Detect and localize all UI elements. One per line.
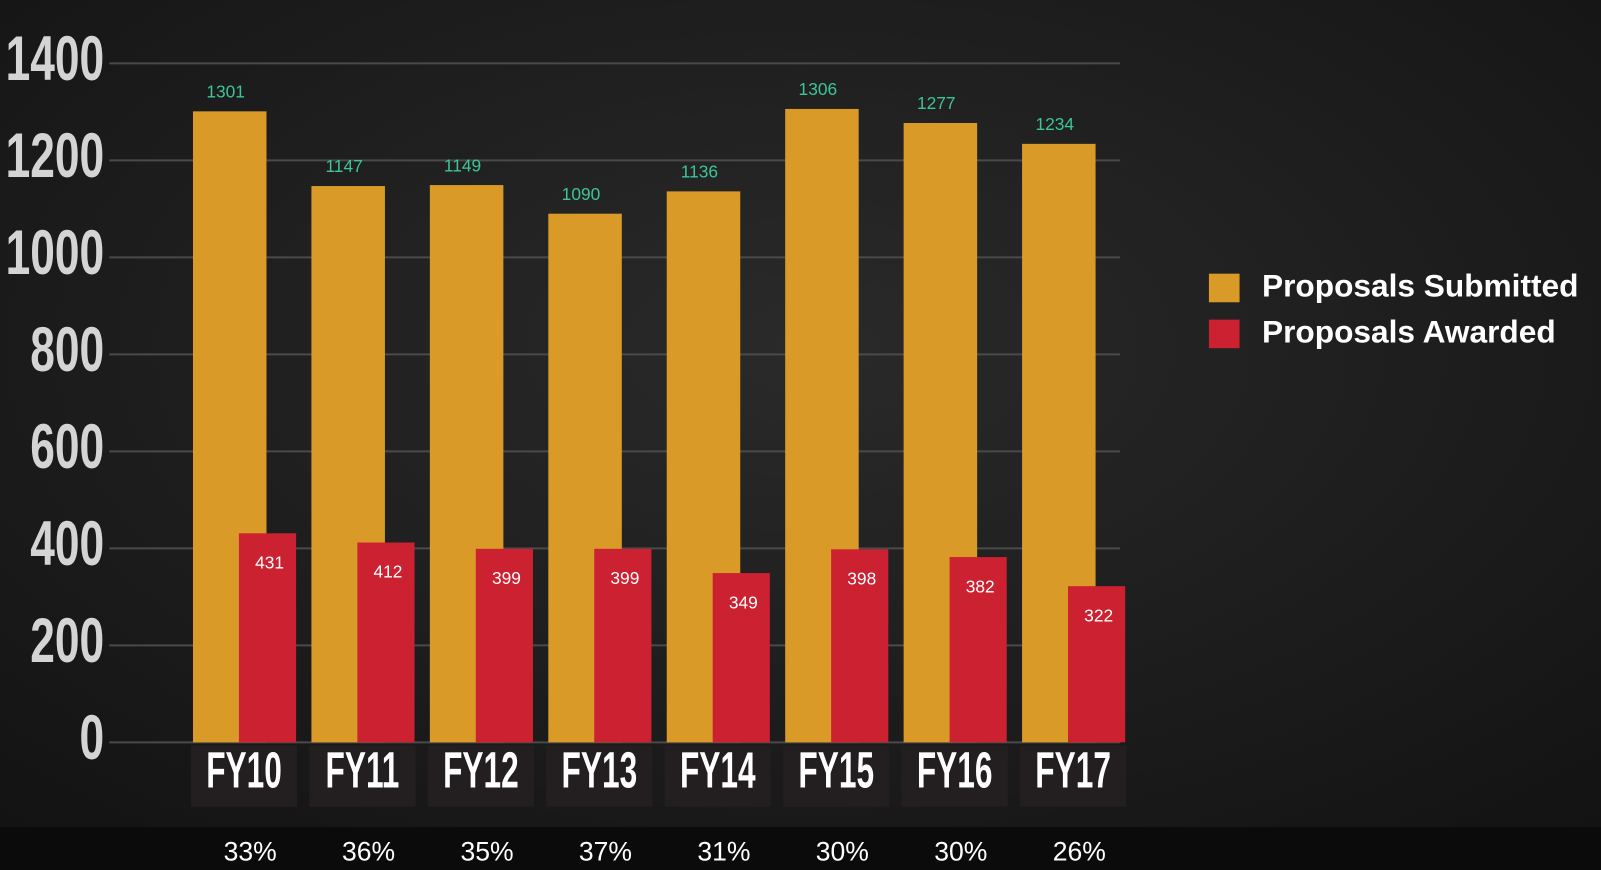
y-tick-label: 400 bbox=[30, 508, 104, 579]
y-tick-label: 1200 bbox=[6, 120, 105, 191]
category-box bbox=[546, 745, 653, 807]
value-label: 412 bbox=[374, 562, 403, 582]
y-tick-label: 1000 bbox=[6, 217, 105, 288]
x-tick-label: FY16 bbox=[917, 742, 993, 798]
bar bbox=[1068, 586, 1126, 743]
y-tick-label: 800 bbox=[30, 314, 104, 385]
x-tick-label: FY14 bbox=[680, 742, 756, 798]
value-label: 1149 bbox=[444, 155, 481, 175]
value-label: 382 bbox=[966, 576, 995, 596]
legend-label: Proposals Submitted bbox=[1262, 267, 1578, 303]
rate-label: 37% bbox=[579, 837, 632, 867]
rate-label: 30% bbox=[934, 837, 987, 867]
y-tick-label: 600 bbox=[30, 411, 104, 482]
value-label: 1234 bbox=[1035, 114, 1074, 134]
value-label: 1277 bbox=[917, 93, 956, 113]
x-tick-label: FY10 bbox=[206, 742, 282, 798]
bar bbox=[475, 548, 533, 743]
y-tick-label: 200 bbox=[30, 605, 104, 676]
rate-label: 30% bbox=[816, 837, 869, 867]
bar bbox=[949, 557, 1007, 743]
value-label: 399 bbox=[610, 568, 639, 588]
rate-label: 31% bbox=[697, 837, 750, 867]
bar bbox=[238, 533, 297, 743]
x-tick-label: FY17 bbox=[1035, 742, 1111, 798]
rate-label: 36% bbox=[342, 837, 395, 867]
rate-label: 33% bbox=[224, 837, 277, 867]
value-label: 1301 bbox=[206, 82, 245, 102]
value-label: 431 bbox=[255, 553, 284, 573]
value-label: 1147 bbox=[325, 156, 362, 176]
category-box bbox=[664, 745, 771, 807]
bar bbox=[357, 542, 415, 743]
value-label: 399 bbox=[492, 568, 521, 588]
bar bbox=[831, 549, 889, 743]
legend-swatch bbox=[1208, 319, 1240, 349]
x-tick-label: FY12 bbox=[443, 742, 519, 798]
legend-label: Proposals Awarded bbox=[1262, 313, 1556, 349]
y-tick-label: 0 bbox=[79, 702, 104, 773]
category-box bbox=[190, 745, 298, 807]
x-tick-label: FY13 bbox=[562, 742, 638, 798]
value-label: 398 bbox=[847, 569, 876, 589]
value-label: 1090 bbox=[562, 184, 601, 204]
bottom-strip bbox=[0, 827, 1601, 870]
legend-swatch bbox=[1208, 273, 1240, 303]
value-label: 349 bbox=[729, 592, 758, 612]
value-label: 1136 bbox=[681, 162, 718, 182]
category-box bbox=[1020, 745, 1127, 807]
y-tick-label: 1400 bbox=[6, 23, 105, 94]
x-tick-label: FY11 bbox=[326, 742, 400, 798]
category-box bbox=[309, 745, 416, 807]
category-box bbox=[427, 745, 535, 807]
rate-label: 26% bbox=[1053, 837, 1106, 867]
bar bbox=[594, 548, 652, 743]
category-box bbox=[783, 745, 890, 807]
value-label: 1306 bbox=[799, 79, 838, 99]
rate-label: 35% bbox=[460, 837, 513, 867]
category-box bbox=[901, 745, 1008, 807]
x-tick-label: FY15 bbox=[798, 742, 874, 798]
value-label: 322 bbox=[1084, 605, 1113, 625]
bar bbox=[712, 573, 770, 743]
